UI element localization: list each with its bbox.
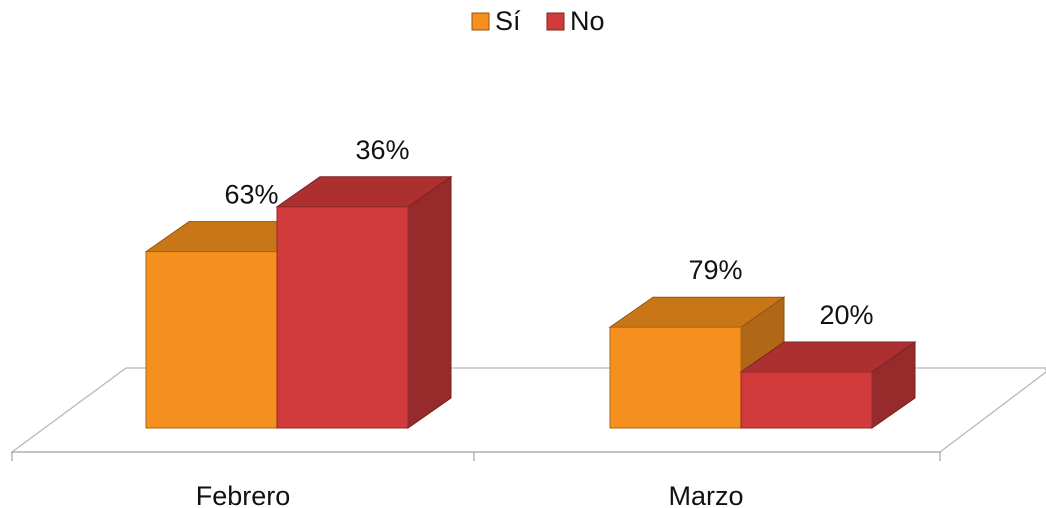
category-axis: Febrero Marzo	[11, 452, 941, 508]
bar-front	[145, 251, 278, 429]
legend-swatch-no	[546, 12, 565, 31]
bar-front	[609, 326, 742, 429]
bar-marzo-no	[739, 341, 917, 429]
data-label-febrero-no: 36%	[355, 135, 409, 165]
data-label-marzo-no: 20%	[819, 300, 873, 330]
category-label-marzo: Marzo	[668, 481, 743, 508]
bars	[144, 175, 917, 429]
category-label-febrero: Febrero	[196, 481, 291, 508]
bar-front	[740, 371, 873, 429]
legend-swatch-si	[471, 12, 490, 31]
bar-febrero-no	[275, 175, 453, 429]
bar-side	[407, 175, 452, 429]
data-label-marzo-si: 79%	[688, 255, 742, 285]
legend: Sí No	[471, 6, 605, 36]
legend-label-no: No	[570, 6, 605, 36]
bar-front	[276, 206, 409, 429]
data-label-febrero-si: 63%	[224, 180, 278, 210]
legend-label-si: Sí	[495, 6, 521, 36]
data-labels: 63% 36% 79% 20%	[224, 135, 873, 330]
